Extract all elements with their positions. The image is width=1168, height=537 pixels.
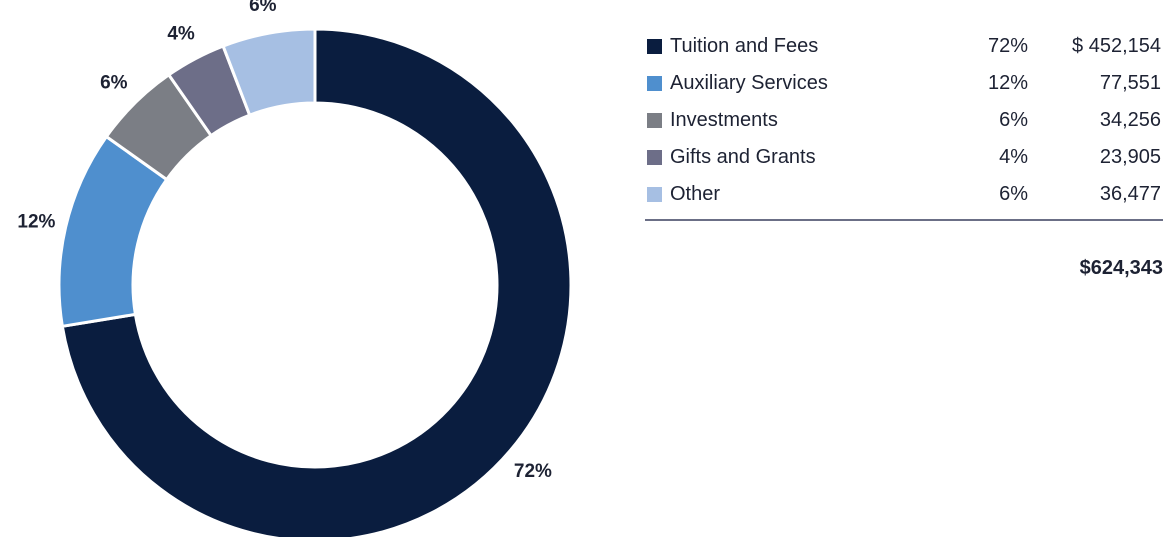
slice-label-tuition-and-fees: 72% (514, 461, 552, 482)
slice-label-other: 6% (249, 0, 277, 16)
legend-category: Gifts and Grants (670, 146, 816, 168)
donut-chart: 72% 12% 6% 4% 6% (17, 0, 573, 537)
legend-swatch (647, 187, 662, 202)
legend-category: Tuition and Fees (670, 35, 819, 57)
slice-other (221, 27, 317, 118)
slice-tuition-and-fees (60, 27, 573, 537)
legend-row-investments: Investments 6% 34,256 (645, 102, 1163, 139)
legend-percent: 12% (987, 72, 1028, 94)
legend-amount: 77,551 (1099, 72, 1161, 94)
legend: Tuition and Fees 72% $ 452,154 Auxiliary Se… (645, 28, 1163, 213)
legend-amount: 36,477 (1099, 183, 1161, 205)
legend-total: $624,343 (1079, 257, 1163, 279)
legend-row-gifts-and-grants: Gifts and Grants 4% 23,905 (645, 139, 1163, 176)
legend-amount: 34,256 (1099, 109, 1161, 131)
legend-swatch (647, 76, 662, 91)
legend-percent: 4% (999, 146, 1028, 168)
legend-percent: 6% (999, 109, 1028, 131)
legend-swatch (647, 39, 662, 54)
legend-swatch (647, 113, 662, 128)
legend-category: Investments (670, 109, 778, 131)
legend-percent: 6% (999, 183, 1028, 205)
legend-divider (645, 219, 1163, 221)
slice-label-investments: 6% (100, 73, 128, 94)
slice-label-auxiliary-services: 12% (17, 211, 55, 232)
legend-swatch (647, 150, 662, 165)
slice-label-gifts-and-grants: 4% (167, 23, 195, 44)
legend-row-tuition-and-fees: Tuition and Fees 72% $ 452,154 (645, 28, 1163, 65)
legend-amount: $ 452,154 (1072, 35, 1161, 57)
legend-category: Other (670, 183, 721, 205)
legend-row-other: Other 6% 36,477 (645, 176, 1163, 213)
legend-amount: 23,905 (1099, 146, 1161, 168)
legend-category: Auxiliary Services (670, 72, 828, 94)
legend-percent: 72% (987, 35, 1028, 57)
legend-row-auxiliary-services: Auxiliary Services 12% 77,551 (645, 65, 1163, 102)
